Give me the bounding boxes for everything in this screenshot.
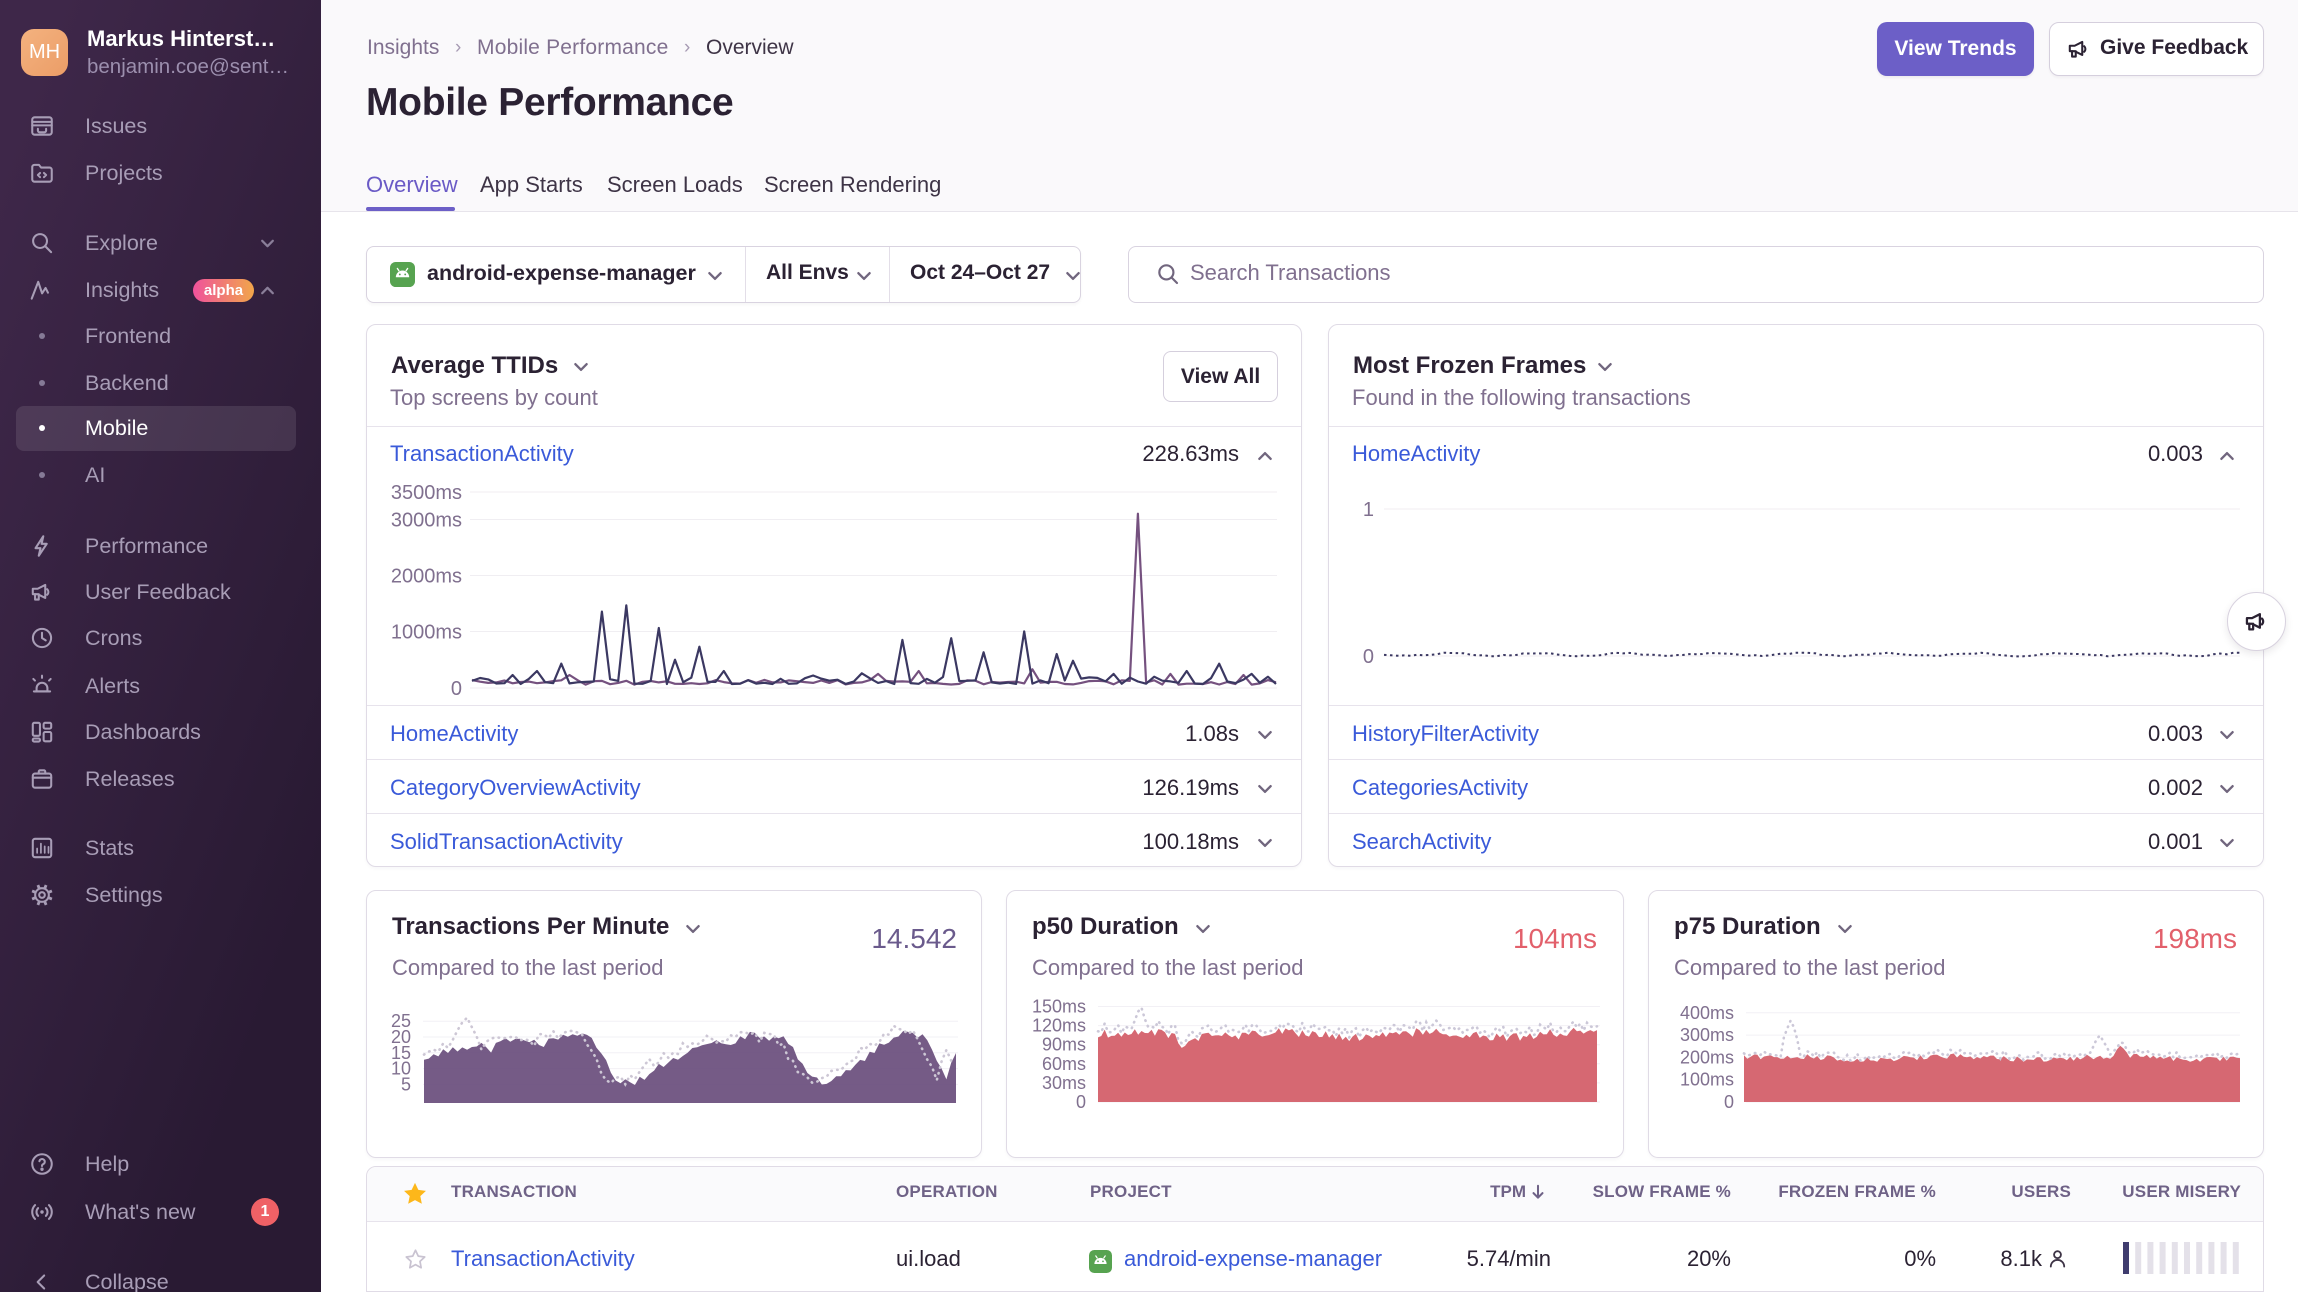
svg-text:60ms: 60ms: [1042, 1054, 1086, 1074]
svg-text:3000ms: 3000ms: [391, 510, 462, 532]
svg-text:0: 0: [1363, 646, 1374, 668]
svg-text:400ms: 400ms: [1680, 1003, 1734, 1023]
svg-text:5: 5: [401, 1074, 411, 1094]
svg-text:20: 20: [391, 1027, 411, 1047]
svg-text:90ms: 90ms: [1042, 1035, 1086, 1055]
svg-text:120ms: 120ms: [1032, 1016, 1086, 1036]
svg-text:0: 0: [1724, 1092, 1734, 1112]
svg-text:15: 15: [391, 1043, 411, 1063]
svg-text:150ms: 150ms: [1032, 997, 1086, 1017]
svg-text:1: 1: [1363, 499, 1374, 521]
svg-text:100ms: 100ms: [1680, 1070, 1734, 1090]
svg-text:200ms: 200ms: [1680, 1047, 1734, 1067]
svg-text:0: 0: [1076, 1092, 1086, 1112]
svg-text:300ms: 300ms: [1680, 1025, 1734, 1045]
svg-text:2000ms: 2000ms: [391, 566, 462, 588]
svg-text:10: 10: [391, 1059, 411, 1079]
svg-text:3500ms: 3500ms: [391, 482, 462, 504]
svg-text:25: 25: [391, 1011, 411, 1031]
svg-text:30ms: 30ms: [1042, 1073, 1086, 1093]
svg-text:0: 0: [451, 678, 462, 700]
svg-text:1000ms: 1000ms: [391, 622, 462, 644]
